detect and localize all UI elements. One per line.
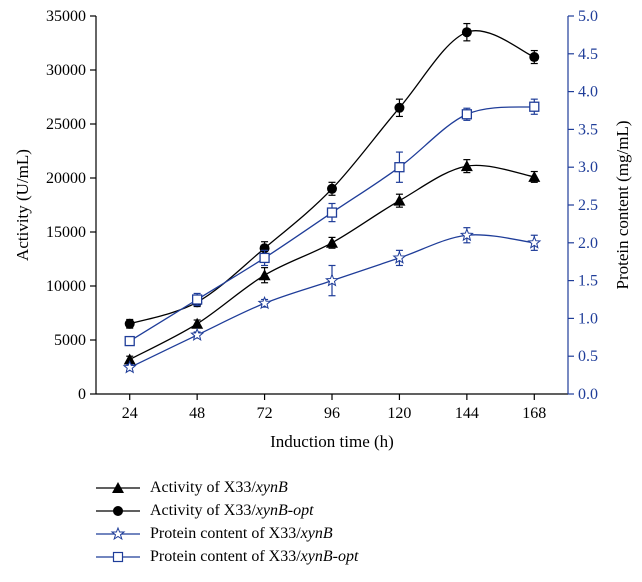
legend-item: Protein content of X33/xynB: [94, 522, 358, 545]
x-tick-label: 24: [122, 405, 138, 422]
data-point-triangle: [123, 353, 136, 365]
series-line: [129, 234, 535, 369]
y-axis-label: Activity (U/mL): [13, 149, 32, 261]
data-point-square: [124, 335, 135, 347]
legend-marker-circle: [96, 505, 140, 516]
legend-label-prefix: Activity of X33/: [150, 478, 256, 496]
y-tick-label: 10000: [46, 278, 86, 295]
data-point-triangle: [393, 194, 406, 206]
y2-axis-label: Protein content (mg/mL): [613, 120, 632, 289]
data-point-star: [392, 250, 407, 264]
data-point-circle: [327, 183, 337, 194]
y2-tick-label: 4.0: [578, 84, 598, 101]
y2-tick-label: 3.0: [578, 159, 598, 176]
x-tick-label: 120: [387, 405, 411, 422]
legend-marker-square: [96, 551, 140, 562]
y2-tick-label: 2.0: [578, 235, 598, 252]
y2-tick-label: 5.0: [578, 8, 598, 25]
legend: Activity of X33/xynB Activity of X33/xyn…: [94, 476, 358, 568]
y2-tick-label: 1.0: [578, 310, 598, 327]
y2-tick-label: 0.5: [578, 348, 598, 365]
x-tick-label: 144: [455, 405, 479, 422]
legend-marker-star: [96, 526, 140, 540]
data-point-star: [324, 273, 340, 287]
data-point-star: [190, 327, 205, 341]
x-axis-label: Induction time (h): [270, 432, 394, 451]
data-point-square: [191, 294, 203, 305]
y-tick-label: 20000: [46, 170, 86, 187]
y2-tick-label: 0.0: [578, 386, 598, 403]
legend-label-italic: xynB-opt: [300, 547, 359, 565]
data-point-star: [527, 235, 542, 249]
x-tick-label: 168: [522, 405, 546, 422]
data-point-circle: [461, 27, 472, 38]
legend-label-prefix: Activity of X33/: [150, 501, 256, 519]
x-tick-label: 72: [257, 405, 273, 422]
legend-item: Protein content of X33/xynB-opt: [94, 545, 358, 568]
data-point-square: [326, 207, 338, 218]
y-tick-label: 25000: [46, 116, 86, 133]
data-point-triangle: [326, 236, 338, 248]
legend-label-italic: xynB-opt: [255, 501, 314, 519]
legend-label-prefix: Protein content of X33/: [150, 547, 301, 565]
data-point-star: [122, 360, 137, 374]
y-tick-label: 35000: [46, 8, 86, 25]
data-point-square: [461, 109, 473, 120]
y-tick-label: 0: [78, 386, 86, 403]
legend-label-prefix: Protein content of X33/: [150, 524, 301, 542]
y-tick-label: 15000: [46, 224, 86, 241]
x-tick-label: 48: [189, 405, 205, 422]
legend-label-italic: xynB: [300, 524, 333, 542]
data-point-triangle: [460, 160, 473, 172]
data-point-square: [259, 252, 270, 264]
data-point-circle: [124, 318, 135, 329]
legend-marker-triangle: [96, 481, 140, 493]
y-tick-label: 5000: [54, 332, 86, 349]
chart: 0 5000 10000 15000 20000 25000 30000 35000 0.0 0.…: [13, 8, 632, 451]
data-point-circle: [394, 102, 405, 113]
data-point-triangle: [258, 269, 271, 281]
legend-label-italic: xynB: [255, 478, 288, 496]
legend-item: Activity of X33/xynB: [94, 476, 358, 499]
y2-tick-label: 3.5: [578, 121, 598, 138]
legend-item: Activity of X33/xynB-opt: [94, 499, 358, 522]
y2-tick-label: 2.5: [578, 197, 598, 214]
y2-tick-label: 1.5: [578, 273, 598, 290]
data-point-square: [394, 162, 405, 173]
data-point-triangle: [528, 170, 541, 182]
x-tick-label: 96: [324, 405, 340, 422]
y2-tick-label: 4.5: [578, 46, 598, 63]
data-point-star: [257, 295, 272, 310]
data-point-star: [459, 227, 474, 242]
data-point-circle: [529, 52, 540, 63]
data-point-triangle: [191, 317, 204, 329]
data-point-square: [529, 101, 540, 112]
y-tick-label: 30000: [46, 62, 86, 79]
